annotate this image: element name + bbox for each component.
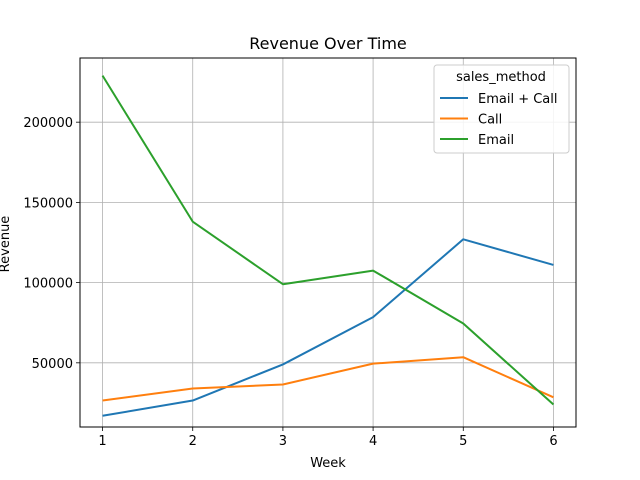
x-axis-label: Week <box>310 456 346 471</box>
legend-label: Call <box>478 113 502 128</box>
x-tick-label: 4 <box>369 434 377 449</box>
legend-box <box>433 64 570 154</box>
legend: sales_method Email + Call Call Email <box>433 64 570 154</box>
legend-label: Email + Call <box>478 92 558 107</box>
chart-title: Revenue Over Time <box>249 34 407 53</box>
series-layer <box>101 75 555 417</box>
legend-label: Email <box>478 133 514 148</box>
y-tick-label: 100000 <box>23 277 73 292</box>
y-tick-label: 150000 <box>23 196 73 211</box>
series-line-0 <box>102 238 554 417</box>
x-tick-label: 5 <box>459 434 467 449</box>
legend-title: sales_method <box>456 70 546 85</box>
y-axis-ticks: 50000 100000 150000 200000 <box>23 116 80 372</box>
y-tick-label: 50000 <box>32 357 73 372</box>
plot-frame <box>79 57 577 428</box>
x-tick-label: 1 <box>98 434 106 449</box>
x-tick-label: 2 <box>189 434 197 449</box>
y-axis-label: Revenue <box>0 216 13 273</box>
x-tick-label: 6 <box>549 434 557 449</box>
x-axis-ticks: 1 2 3 4 5 6 <box>98 427 558 449</box>
y-tick-label: 200000 <box>23 116 73 131</box>
x-tick-label: 3 <box>279 434 287 449</box>
series-line-1 <box>102 356 554 402</box>
legend-items: Email + Call Call Email <box>440 92 558 148</box>
series-line-2 <box>101 75 555 406</box>
